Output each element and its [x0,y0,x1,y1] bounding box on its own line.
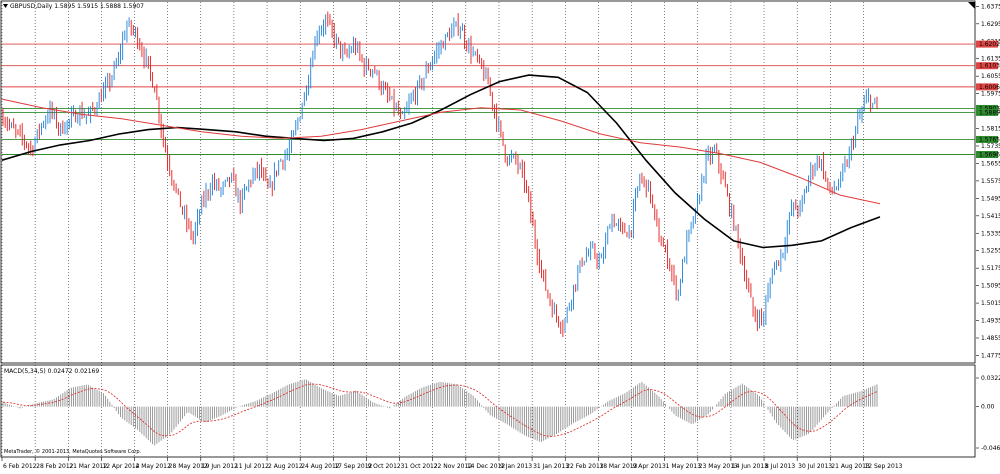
level-badge-label: 1.6103 [979,63,1000,70]
time-tick-label: 28 Feb 2012 [36,463,74,470]
moving-average-slow [1,74,881,249]
time-tick-label: 22 Nov 2012 [434,463,473,470]
price-tick-label: 1.5815 [981,126,1000,133]
price-tick-label: 1.5735 [981,143,1000,150]
macd-signal-line [2,383,878,437]
time-tick-label: 6 Feb 2012 [3,463,37,470]
support-resistance-lines [2,43,975,155]
grid-lines [1,2,864,457]
level-badge-label: 1.5889 [979,109,1000,116]
price-tick-label: 1.4935 [981,318,1000,325]
time-tick-label: 24 Aug 2012 [301,463,340,470]
level-badge [976,135,998,143]
time-tick-label: 22 Feb 2013 [566,463,604,470]
copyright-text: MetaTrader, © 2001-2013, MetaQuotes Soft… [4,448,142,455]
price-tick-label: 1.5255 [981,248,1000,255]
price-tick-label: 1.5335 [981,230,1000,237]
price-tick-label: 1.5175 [981,265,1000,272]
time-tick-label: 18 Mar 2013 [599,463,637,470]
level-badge [976,151,998,159]
price-tick-label: 1.6375 [981,3,1000,10]
symbol-menu-icon[interactable] [3,4,8,8]
time-tick-label: 28 May 2012 [169,463,208,470]
time-tick-label: 9 Jan 2013 [500,463,532,470]
price-axis: 1.63751.62951.62151.61351.60551.59751.58… [976,3,1000,359]
time-tick-label: 21 Mar 2012 [69,463,107,470]
price-tick-label: 1.6135 [981,56,1000,63]
level-badge [976,40,998,48]
level-badge-label: 1.6202 [979,41,1000,48]
price-tick-label: 1.5415 [981,213,1000,220]
price-tick-label: 1.5495 [981,195,1000,202]
price-tick-label: 1.5015 [981,300,1000,307]
time-tick-label: 8 Jul 2013 [765,463,795,470]
time-tick-label: 14 Jun 2013 [732,463,768,470]
time-tick-label: 30 Jul 2013 [798,463,832,470]
time-tick-label: 31 Oct 2012 [401,463,438,470]
macd-tick-label: 0.00 [981,404,995,411]
time-tick-label: 12 Apr 2012 [102,463,139,470]
level-badge [976,62,998,70]
time-tick-label: 14 Dec 2012 [467,463,506,470]
macd-histogram [2,379,878,446]
main-panel [0,0,976,364]
level-badges: 1.62021.61031.60061.59071.58891.57651.56… [976,40,1000,159]
level-badge-label: 1.5765 [979,136,1000,143]
level-badge [976,104,998,112]
price-tick-label: 1.5575 [981,178,1000,185]
level-badge [976,83,998,91]
time-tick-label: 11 Jul 2012 [235,463,269,470]
price-tick-label: 1.5655 [981,160,1000,167]
macd-axis: 0.03221 0.00 -0.04651 [976,375,1000,452]
time-tick-label: 9 Apr 2013 [633,463,666,470]
time-tick-label: 4 May 2012 [136,463,171,470]
price-tick-label: 1.6055 [981,73,1000,80]
time-tick-label: 19 Jun 2012 [202,463,238,470]
level-badge-label: 1.6006 [979,84,1000,91]
time-tick-label: 2 Aug 2012 [268,463,303,470]
time-tick-label: 1 May 2013 [666,463,701,470]
moving-average-fast [1,98,881,205]
level-badge [976,108,998,116]
price-tick-label: 1.4775 [981,352,1000,359]
time-tick-label: 9 Oct 2012 [367,463,400,470]
macd-tick-label: 0.03221 [981,375,1000,382]
chart-shift-marker [968,2,975,9]
time-tick-label: 31 Jan 2013 [533,463,569,470]
candles [2,11,878,337]
price-tick-label: 1.6295 [981,21,1000,28]
time-tick-label: 23 May 2013 [699,463,738,470]
time-tick-label: 17 Sep 2012 [334,463,372,470]
price-tick-label: 1.5095 [981,283,1000,290]
symbol-info: GBPUSD,Daily 1.5895 1.5915 1.5888 1.5907 [10,3,144,10]
price-tick-label: 1.4855 [981,335,1000,342]
time-tick-label: 21 Aug 2013 [831,463,870,470]
macd-tick-label: -0.04651 [981,445,1000,452]
level-badge-label: 1.5696 [979,152,1000,159]
time-tick-label: 12 Sep 2013 [864,463,902,470]
price-tick-label: 1.5975 [981,91,1000,98]
macd-label: MACD(5,34,5) 0.02472 0.02169 [4,368,99,375]
